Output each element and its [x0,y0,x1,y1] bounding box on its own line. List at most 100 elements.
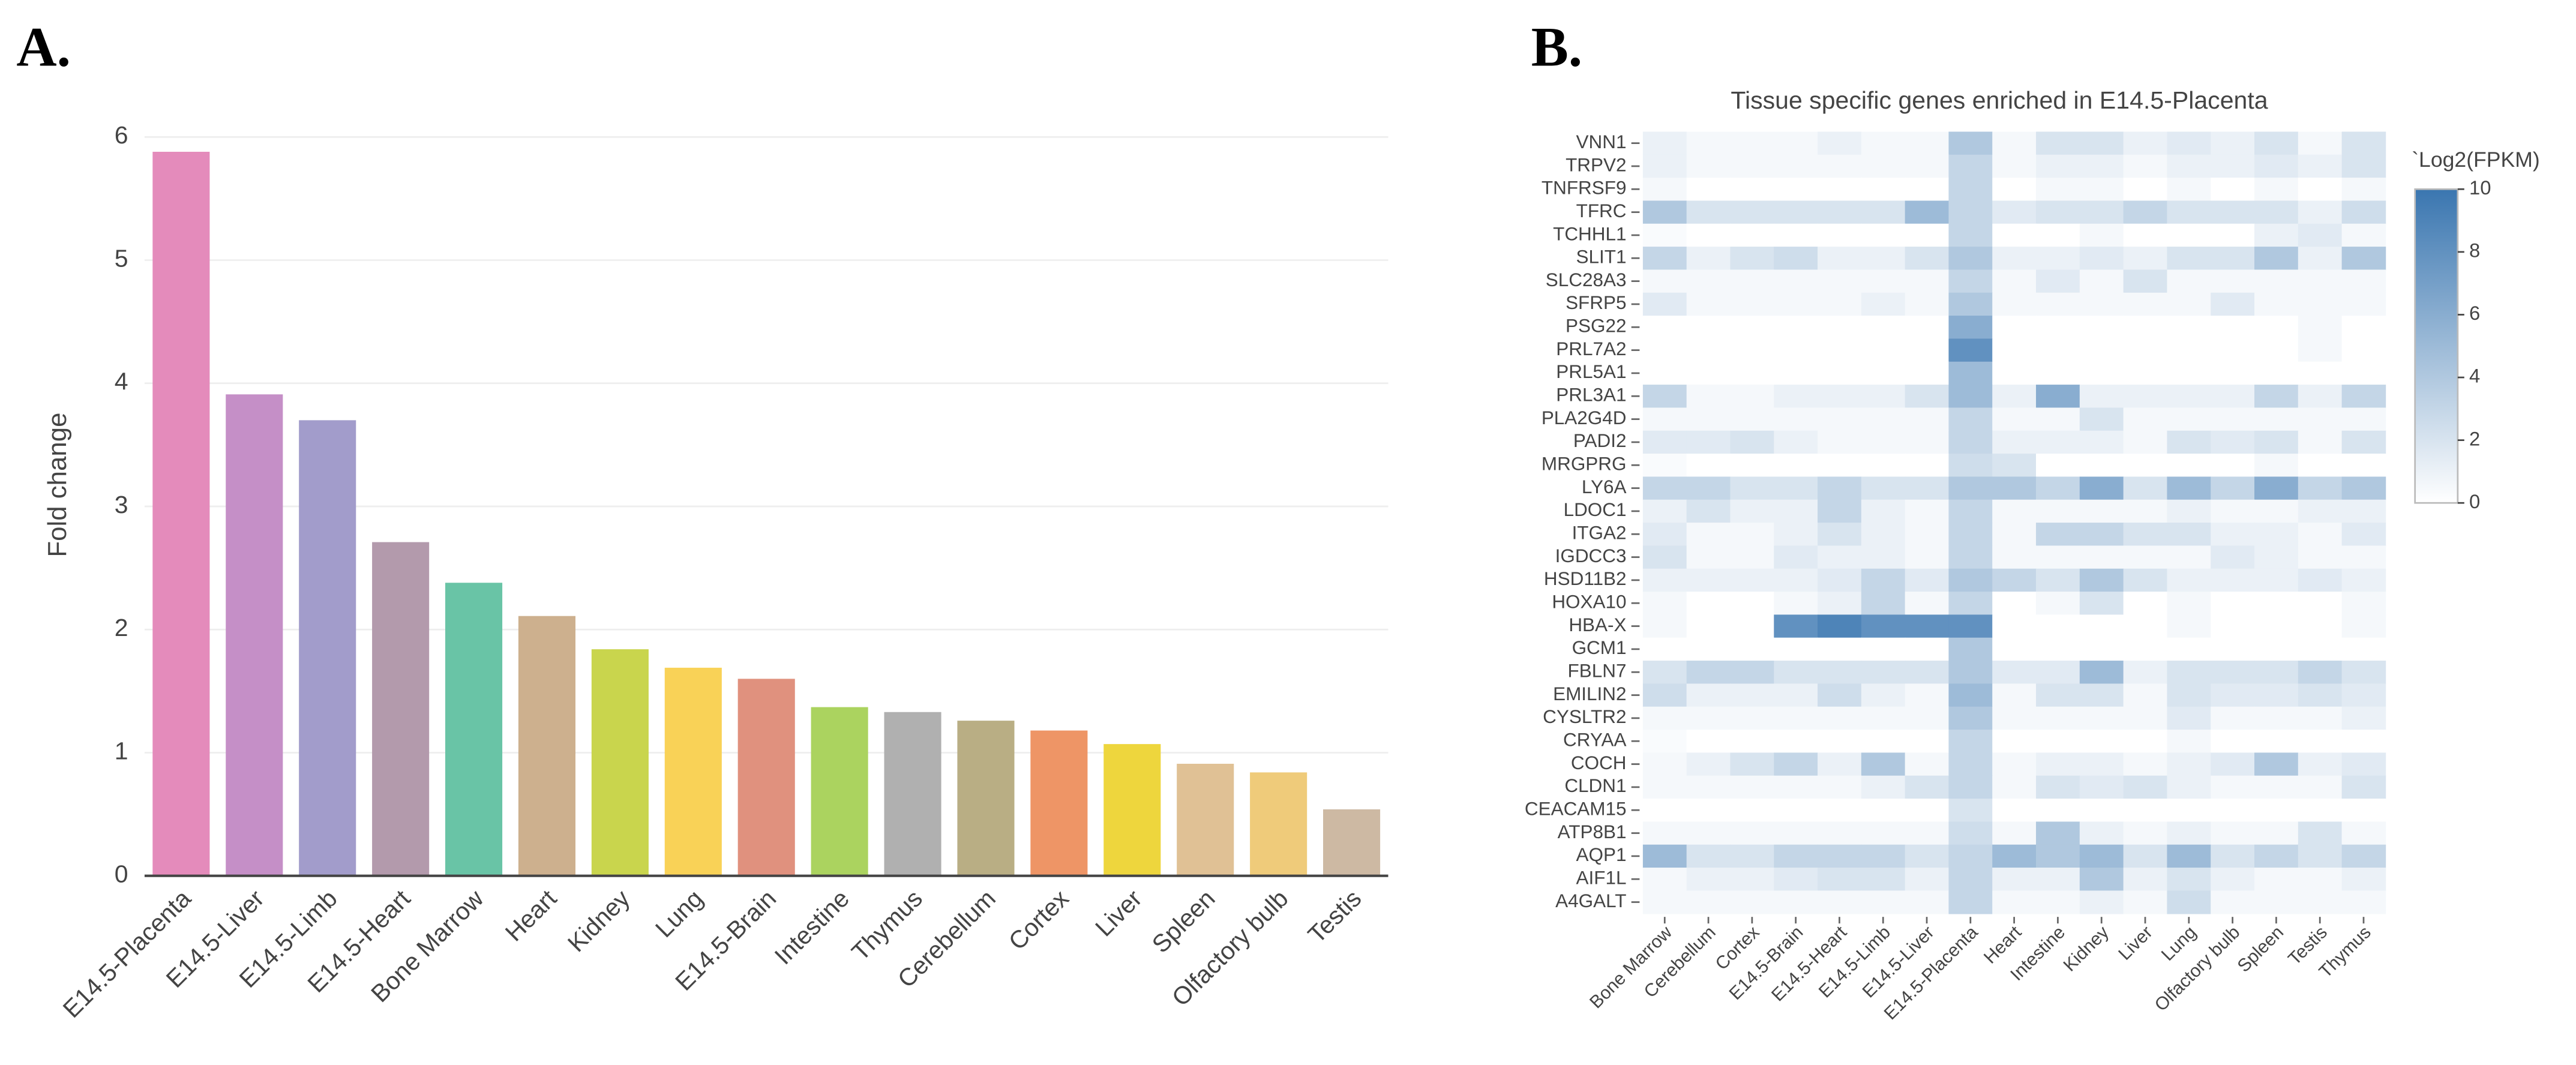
heat-cell [1774,154,1818,178]
heat-cell [2298,430,2343,454]
heat-cell [1905,775,1950,799]
heat-cell [2298,223,2343,247]
heat-cell [2167,592,2212,616]
heat-cell [2211,292,2255,316]
heat-cell [2254,775,2299,799]
heat-cell [2254,223,2299,247]
heat-cell [2167,637,2212,661]
heat-cell [1818,683,1862,707]
heat-cell [1818,454,1862,478]
heat-cell [2298,775,2343,799]
heat-cell [1686,775,1731,799]
y-tick-label: ITGA2 [1572,523,1627,544]
heat-cell [2254,361,2299,385]
heat-cell [1642,523,1687,547]
bar [518,616,576,876]
heat-cell [2211,430,2255,454]
heat-cell [1686,799,1731,823]
heat-cell [1948,614,1993,638]
heat-cell [2167,661,2212,685]
heat-cell [1905,154,1950,178]
heat-cell [2079,292,2124,316]
colorbar [2414,188,2459,504]
heat-cell [1774,131,1818,155]
heat-cell [1730,361,1775,385]
heat-cell [2298,568,2343,592]
heat-cell [2036,154,2080,178]
heat-cell [1905,430,1950,454]
heat-cell [1686,223,1731,247]
heat-cell [1818,592,1862,616]
y-tick-label: CLDN1 [1564,775,1626,796]
heat-cell [1774,890,1818,914]
heat-cell [2036,730,2080,754]
y-tick-label: MRGPRG [1542,454,1627,475]
heat-cell [1818,545,1862,569]
heat-cell [2298,523,2343,547]
y-tick-label: CYSLTR2 [1543,706,1626,727]
heat-cell [2341,844,2386,868]
heat-cell [2079,269,2124,293]
y-tick-label: AQP1 [1576,844,1627,865]
y-tick-label: 4 [115,368,128,395]
heat-cell [2036,545,2080,569]
heat-cell [1774,568,1818,592]
heat-cell [1730,407,1775,431]
heat-cell [1992,247,2037,271]
heat-cell [2211,568,2255,592]
bar [884,712,941,876]
heat-cell [2036,799,2080,823]
heat-cell [2254,407,2299,431]
heat-cell [1730,890,1775,914]
heat-cell [2298,499,2343,523]
heat-cell [2341,614,2386,638]
heat-cell [2211,614,2255,638]
heat-cell [1905,661,1950,685]
heat-cell [1686,361,1731,385]
heat-cell [2341,775,2386,799]
heat-cell [1818,430,1862,454]
heat-cell [2211,730,2255,754]
heat-cell [1861,316,1906,340]
heat-cell [2167,269,2212,293]
heat-cell [1774,799,1818,823]
heat-cell [1992,178,2037,202]
y-tick-label: PRL7A2 [1556,338,1626,359]
heat-cell [1774,476,1818,500]
heat-cell [2254,338,2299,362]
heat-cell [1861,799,1906,823]
heat-cell [1992,868,2037,892]
heat-cell [2123,430,2168,454]
heat-cell [1948,131,1993,155]
heat-cell [2167,247,2212,271]
heat-cell [1730,614,1775,638]
x-tick-label: Intestine [769,884,854,970]
heat-cell [1730,223,1775,247]
heat-cell [2079,178,2124,202]
heat-cell [1948,269,1993,293]
heat-cell [1861,568,1906,592]
heat-cell [2254,476,2299,500]
heat-cell [2298,316,2343,340]
heat-cell [1818,154,1862,178]
heat-cell [2341,683,2386,707]
heat-cell [2079,223,2124,247]
heat-cell [2298,683,2343,707]
heat-cell [1774,523,1818,547]
heat-cell [1818,868,1862,892]
heat-cell [2298,545,2343,569]
heat-cell [1948,844,1993,868]
heat-cell [1818,200,1862,224]
heat-cell [2341,269,2386,293]
heat-cell [1730,154,1775,178]
heat-cell [1948,523,1993,547]
heat-cell [1861,661,1906,685]
heat-cell [2036,568,2080,592]
heat-cell [1642,361,1687,385]
heat-cell [2211,890,2255,914]
heat-cell [2254,844,2299,868]
heat-cell [2167,292,2212,316]
heat-cell [2079,844,2124,868]
heat-cell [1905,338,1950,362]
heat-cell [1861,890,1906,914]
